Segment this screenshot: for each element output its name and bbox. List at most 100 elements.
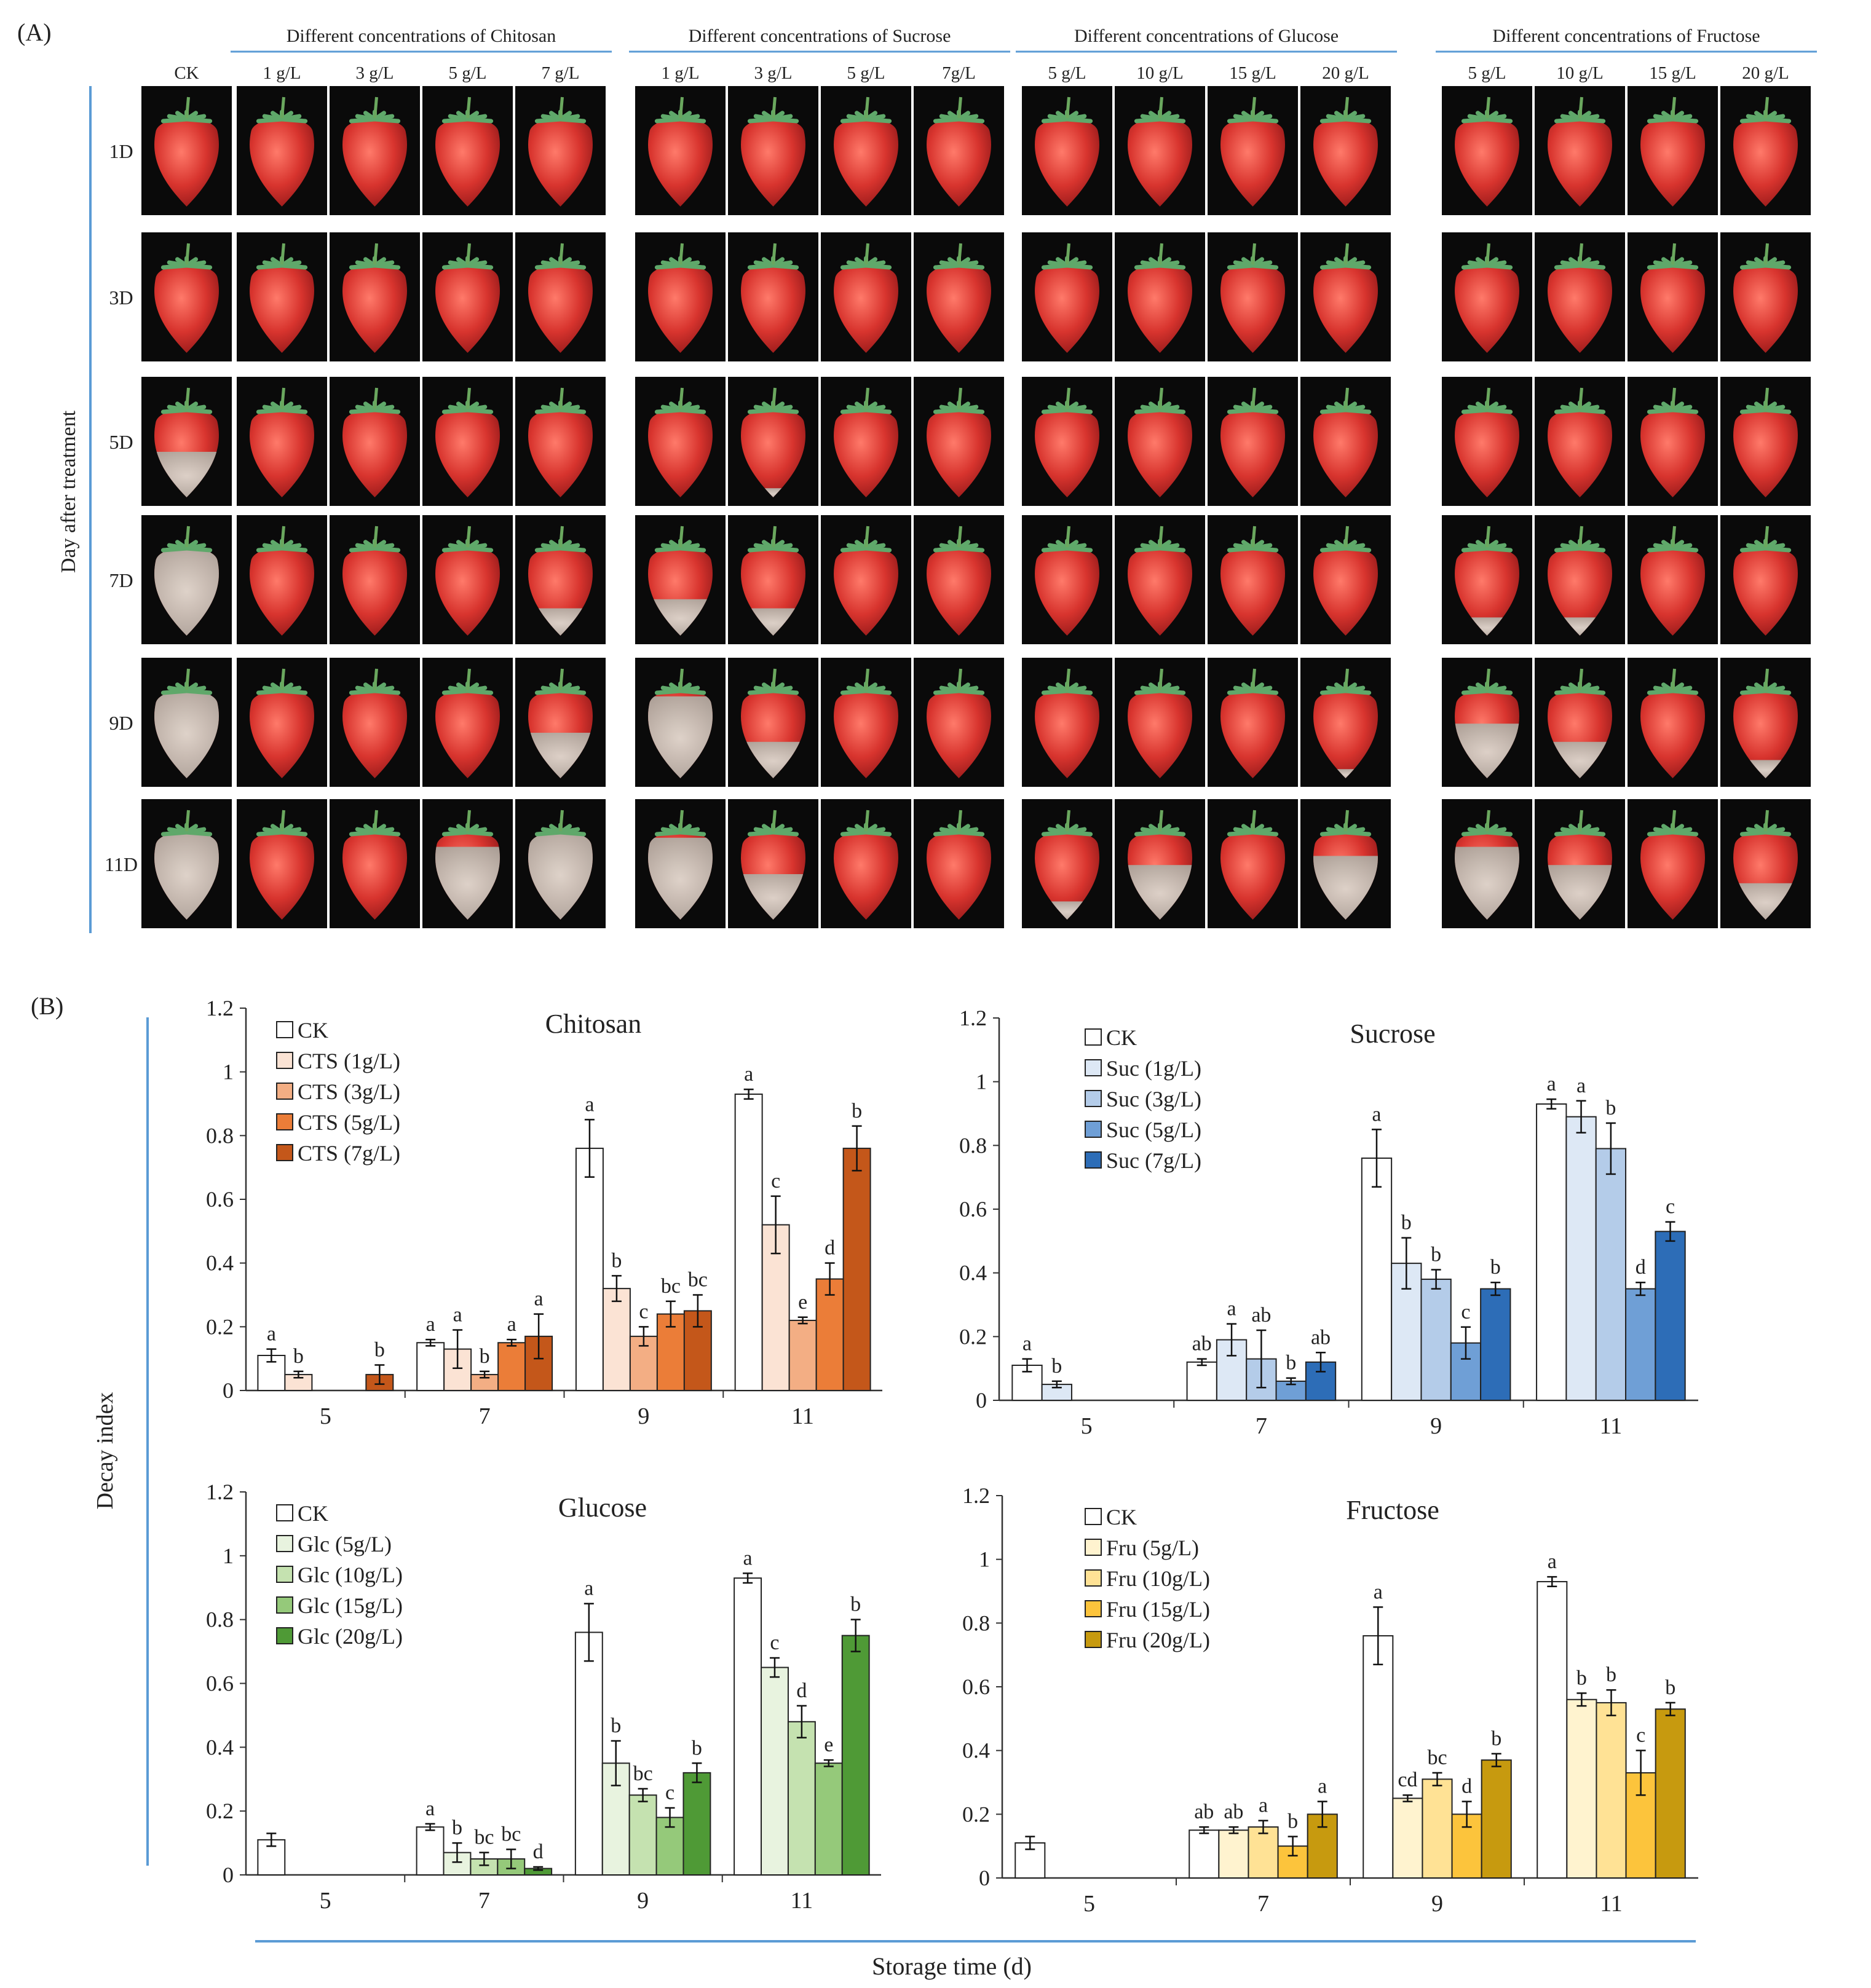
stem [1066, 97, 1070, 119]
stem [679, 810, 684, 832]
strawberry-photo [821, 799, 911, 928]
row-label: 5D [109, 431, 133, 453]
strawberry-body [834, 264, 898, 353]
stem [679, 387, 684, 409]
strawberry-body [1640, 118, 1705, 207]
strawberry-photo [914, 658, 1004, 787]
stem [280, 97, 285, 119]
sepal [864, 546, 892, 553]
stem [679, 243, 684, 265]
sepal [864, 688, 892, 695]
strawberry-body [1640, 831, 1705, 920]
strawberry-body [1128, 547, 1192, 636]
sepal [678, 263, 706, 270]
sepal [1251, 688, 1279, 695]
column-label: 15 g/L [1229, 63, 1276, 83]
strawberry-photo [1442, 658, 1532, 787]
stem [559, 810, 564, 832]
strawberry-body [1548, 409, 1612, 497]
stem [679, 668, 684, 690]
stem [772, 97, 777, 119]
strawberry-photo [1300, 86, 1391, 215]
strawberry-photo [1442, 515, 1532, 644]
sepal [678, 546, 706, 553]
stem [280, 243, 285, 265]
stem [1485, 97, 1490, 119]
sepal [184, 117, 213, 124]
strawberry-photo [237, 799, 327, 928]
strawberry-body [435, 264, 500, 353]
stem [1671, 810, 1676, 832]
strawberry-body [1733, 409, 1798, 497]
sepal [1671, 546, 1699, 553]
stem [957, 387, 962, 409]
sepal [1343, 263, 1372, 270]
sepal [1671, 408, 1699, 414]
strawberry-body [1640, 409, 1705, 497]
sepal [1158, 830, 1186, 837]
stem [1578, 668, 1583, 690]
strawberry-body [1220, 409, 1285, 497]
strawberry-body [1220, 690, 1285, 778]
stem [1344, 97, 1349, 119]
sepal [1065, 830, 1093, 837]
sepal [678, 408, 706, 414]
strawberry-photo [914, 232, 1004, 361]
stem [1158, 668, 1163, 690]
stem [280, 668, 285, 690]
strawberry-photo [728, 658, 818, 787]
stem [1485, 387, 1490, 409]
strawberry-photo [1628, 86, 1718, 215]
strawberry-body [927, 118, 991, 207]
stem [1485, 668, 1490, 690]
sepal [957, 408, 985, 414]
strawberry-photo [237, 86, 327, 215]
strawberry-photo [1720, 658, 1811, 787]
stem [1764, 810, 1769, 832]
sepal [1065, 546, 1093, 553]
strawberry-body [741, 118, 805, 207]
strawberry-photo [1022, 515, 1112, 644]
stem [559, 387, 564, 409]
strawberry-body [1313, 690, 1378, 778]
stem [1578, 387, 1583, 409]
strawberry-body [1455, 547, 1519, 636]
strawberry-photo [914, 799, 1004, 928]
sepal [864, 117, 892, 124]
row-label: 9D [109, 712, 133, 734]
sepal [280, 546, 308, 553]
strawberry-body [342, 409, 407, 497]
strawberry-body [1548, 264, 1612, 353]
strawberry-photo [422, 515, 513, 644]
strawberry-photo [141, 515, 232, 644]
stem [1251, 668, 1256, 690]
row-label: 3D [109, 286, 133, 309]
strawberry-photo [1720, 799, 1811, 928]
stem [1671, 97, 1676, 119]
stem [1578, 810, 1583, 832]
sepal [864, 830, 892, 837]
sepal [558, 408, 587, 414]
strawberry-photo [1535, 377, 1625, 506]
strawberry-photo [141, 86, 232, 215]
strawberry-photo [821, 377, 911, 506]
stem [1066, 810, 1070, 832]
group-title-0: Different concentrations of Chitosan [287, 26, 556, 46]
stem [280, 810, 285, 832]
strawberry-body [1313, 409, 1378, 497]
stem [185, 97, 190, 119]
stem [373, 668, 378, 690]
strawberry-photo [1442, 799, 1532, 928]
strawberry-body [154, 264, 219, 353]
sepal [771, 830, 799, 837]
stem [185, 668, 190, 690]
strawberry-photo [1022, 86, 1112, 215]
sepal [465, 688, 494, 695]
strawberry-body [741, 409, 805, 497]
stem [1764, 387, 1769, 409]
sepal [465, 117, 494, 124]
sepal [280, 263, 308, 270]
sepal [373, 408, 401, 414]
sepal [957, 688, 985, 695]
stem [466, 97, 471, 119]
